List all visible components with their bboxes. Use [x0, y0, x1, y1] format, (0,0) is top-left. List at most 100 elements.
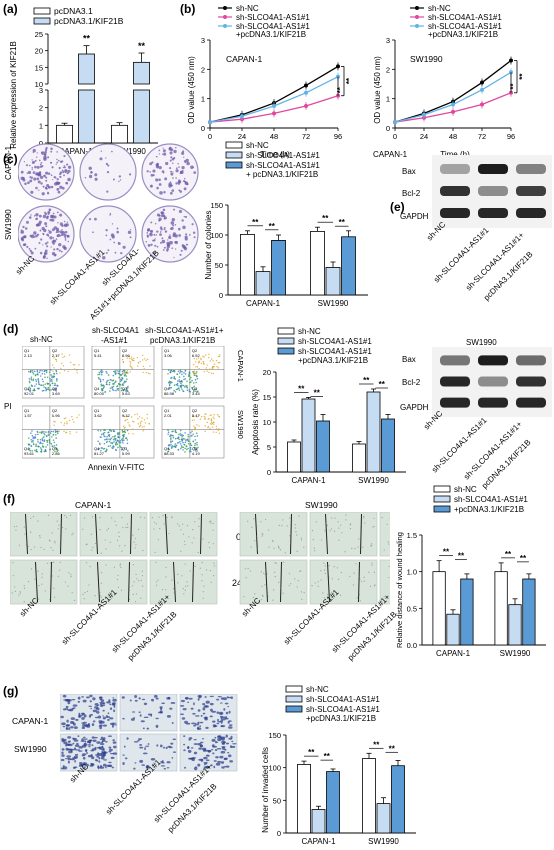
event-dot: [213, 363, 216, 365]
invaded-cell: [91, 736, 95, 739]
cell: [133, 581, 135, 583]
invaded-cell: [204, 696, 207, 698]
invaded-cell: [219, 702, 223, 704]
event-dot: [112, 429, 115, 432]
quadrant-id: Q2: [52, 408, 58, 413]
event-dot: [108, 383, 111, 386]
colony: [35, 156, 38, 158]
colony: [151, 161, 154, 164]
event-dot: [98, 373, 101, 376]
invaded-cell: [141, 764, 146, 766]
event-dot: [125, 375, 128, 377]
invaded-cell: [163, 767, 167, 770]
legend-swatch-f-1: [433, 495, 451, 503]
invaded-cell: [221, 766, 225, 769]
cell: [295, 531, 297, 533]
cell: [349, 524, 352, 526]
invaded-cell: [221, 737, 225, 741]
invaded-cell: [60, 758, 65, 762]
event-dot: [194, 442, 197, 445]
event-dot: [184, 451, 186, 453]
invaded-cell: [228, 724, 233, 727]
x-tick-label: SW1990: [500, 649, 531, 658]
colony: [51, 251, 56, 256]
cell: [252, 596, 255, 599]
colony: [53, 226, 58, 230]
x-tick-label: SW1990: [115, 147, 146, 156]
invaded-cell: [81, 738, 84, 742]
invaded-cell: [83, 738, 86, 740]
invaded-cell: [172, 751, 177, 753]
event-dot: [72, 418, 74, 421]
colony: [56, 211, 59, 214]
event-dot: [193, 372, 196, 375]
invaded-cell: [216, 741, 219, 743]
row-label-c-0: CAPAN-1: [4, 145, 13, 180]
blot-band: [478, 397, 508, 408]
event-dot: [181, 440, 184, 442]
invaded-cell: [218, 711, 224, 715]
cell: [262, 533, 264, 536]
event-dot: [219, 354, 221, 356]
cell: [60, 538, 62, 541]
event-dot: [171, 430, 173, 433]
sig-label: **: [443, 548, 450, 557]
event-dot: [186, 438, 188, 441]
event-dot: [29, 449, 32, 452]
invaded-cell: [217, 738, 222, 742]
invaded-cell: [85, 738, 88, 740]
cell: [119, 564, 121, 566]
quadrant-value: 3.06: [164, 353, 173, 358]
sig-label: **: [252, 218, 259, 227]
cell: [142, 549, 144, 552]
cell: [51, 569, 53, 572]
event-dot: [203, 415, 206, 418]
colony: [36, 233, 40, 236]
event-dot: [39, 375, 42, 377]
cell: [281, 525, 283, 527]
invaded-cell: [77, 735, 80, 737]
cell: [182, 523, 184, 525]
event-dot: [212, 431, 215, 433]
invaded-cell: [73, 737, 77, 741]
invaded-cell: [161, 702, 165, 705]
y-tick-label: 10: [35, 80, 43, 89]
event-dot: [180, 445, 183, 447]
colony: [42, 244, 44, 246]
colony: [58, 242, 62, 247]
invasion-images: [60, 694, 238, 772]
event-dot: [193, 389, 195, 391]
cell: [372, 526, 374, 528]
colony: [146, 170, 149, 173]
event-dot: [213, 423, 215, 425]
colony: [122, 245, 126, 249]
colony: [33, 231, 37, 235]
invaded-cell: [78, 750, 83, 752]
event-dot: [52, 375, 55, 378]
invaded-cell: [171, 757, 174, 759]
event-dot: [179, 443, 182, 445]
event-dot: [49, 380, 52, 382]
event-dot: [192, 433, 195, 435]
cell: [100, 552, 102, 554]
cell: [251, 526, 253, 528]
invaded-cell: [198, 747, 203, 750]
cell: [135, 601, 137, 603]
cell: [155, 581, 158, 583]
invaded-cell: [163, 746, 165, 749]
colony: [63, 166, 66, 169]
colony: [174, 248, 177, 250]
invaded-cell: [139, 746, 144, 749]
invaded-cell: [202, 712, 206, 715]
event-dot: [174, 431, 177, 433]
cell: [274, 562, 276, 564]
event-dot: [210, 418, 213, 420]
event-dot: [56, 354, 58, 357]
event-dot: [126, 372, 129, 374]
event-dot: [43, 436, 45, 438]
cell: [338, 578, 340, 580]
wound-image: [79, 559, 148, 605]
cell: [18, 544, 21, 546]
cell: [261, 594, 264, 596]
